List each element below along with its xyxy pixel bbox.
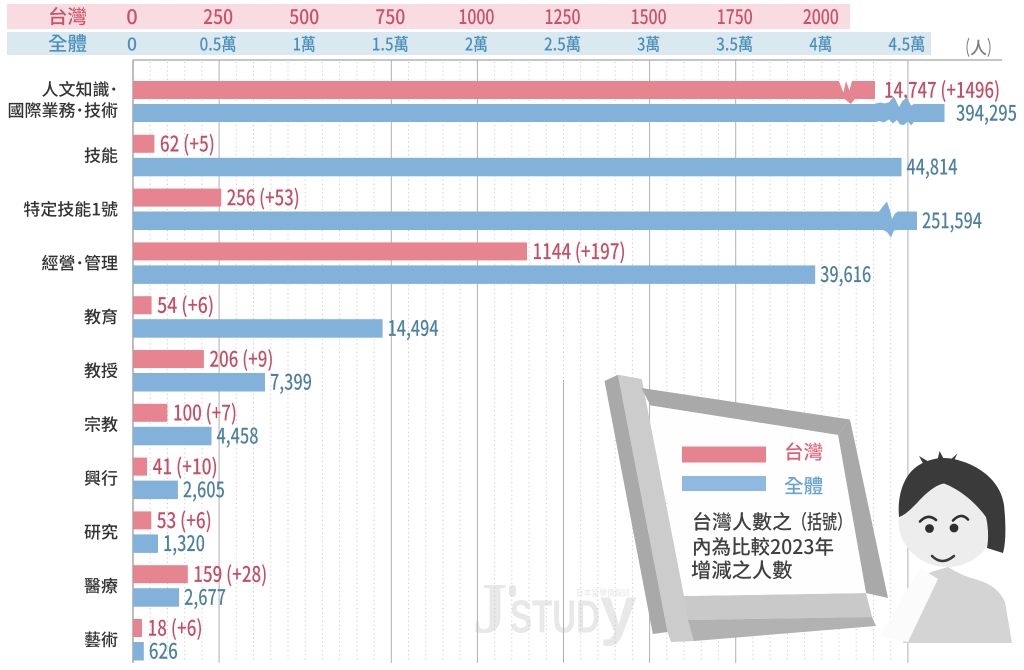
svg-text:y: y bbox=[600, 573, 637, 647]
svg-text:J: J bbox=[473, 569, 508, 649]
svg-text:STUD: STUD bbox=[510, 591, 600, 643]
